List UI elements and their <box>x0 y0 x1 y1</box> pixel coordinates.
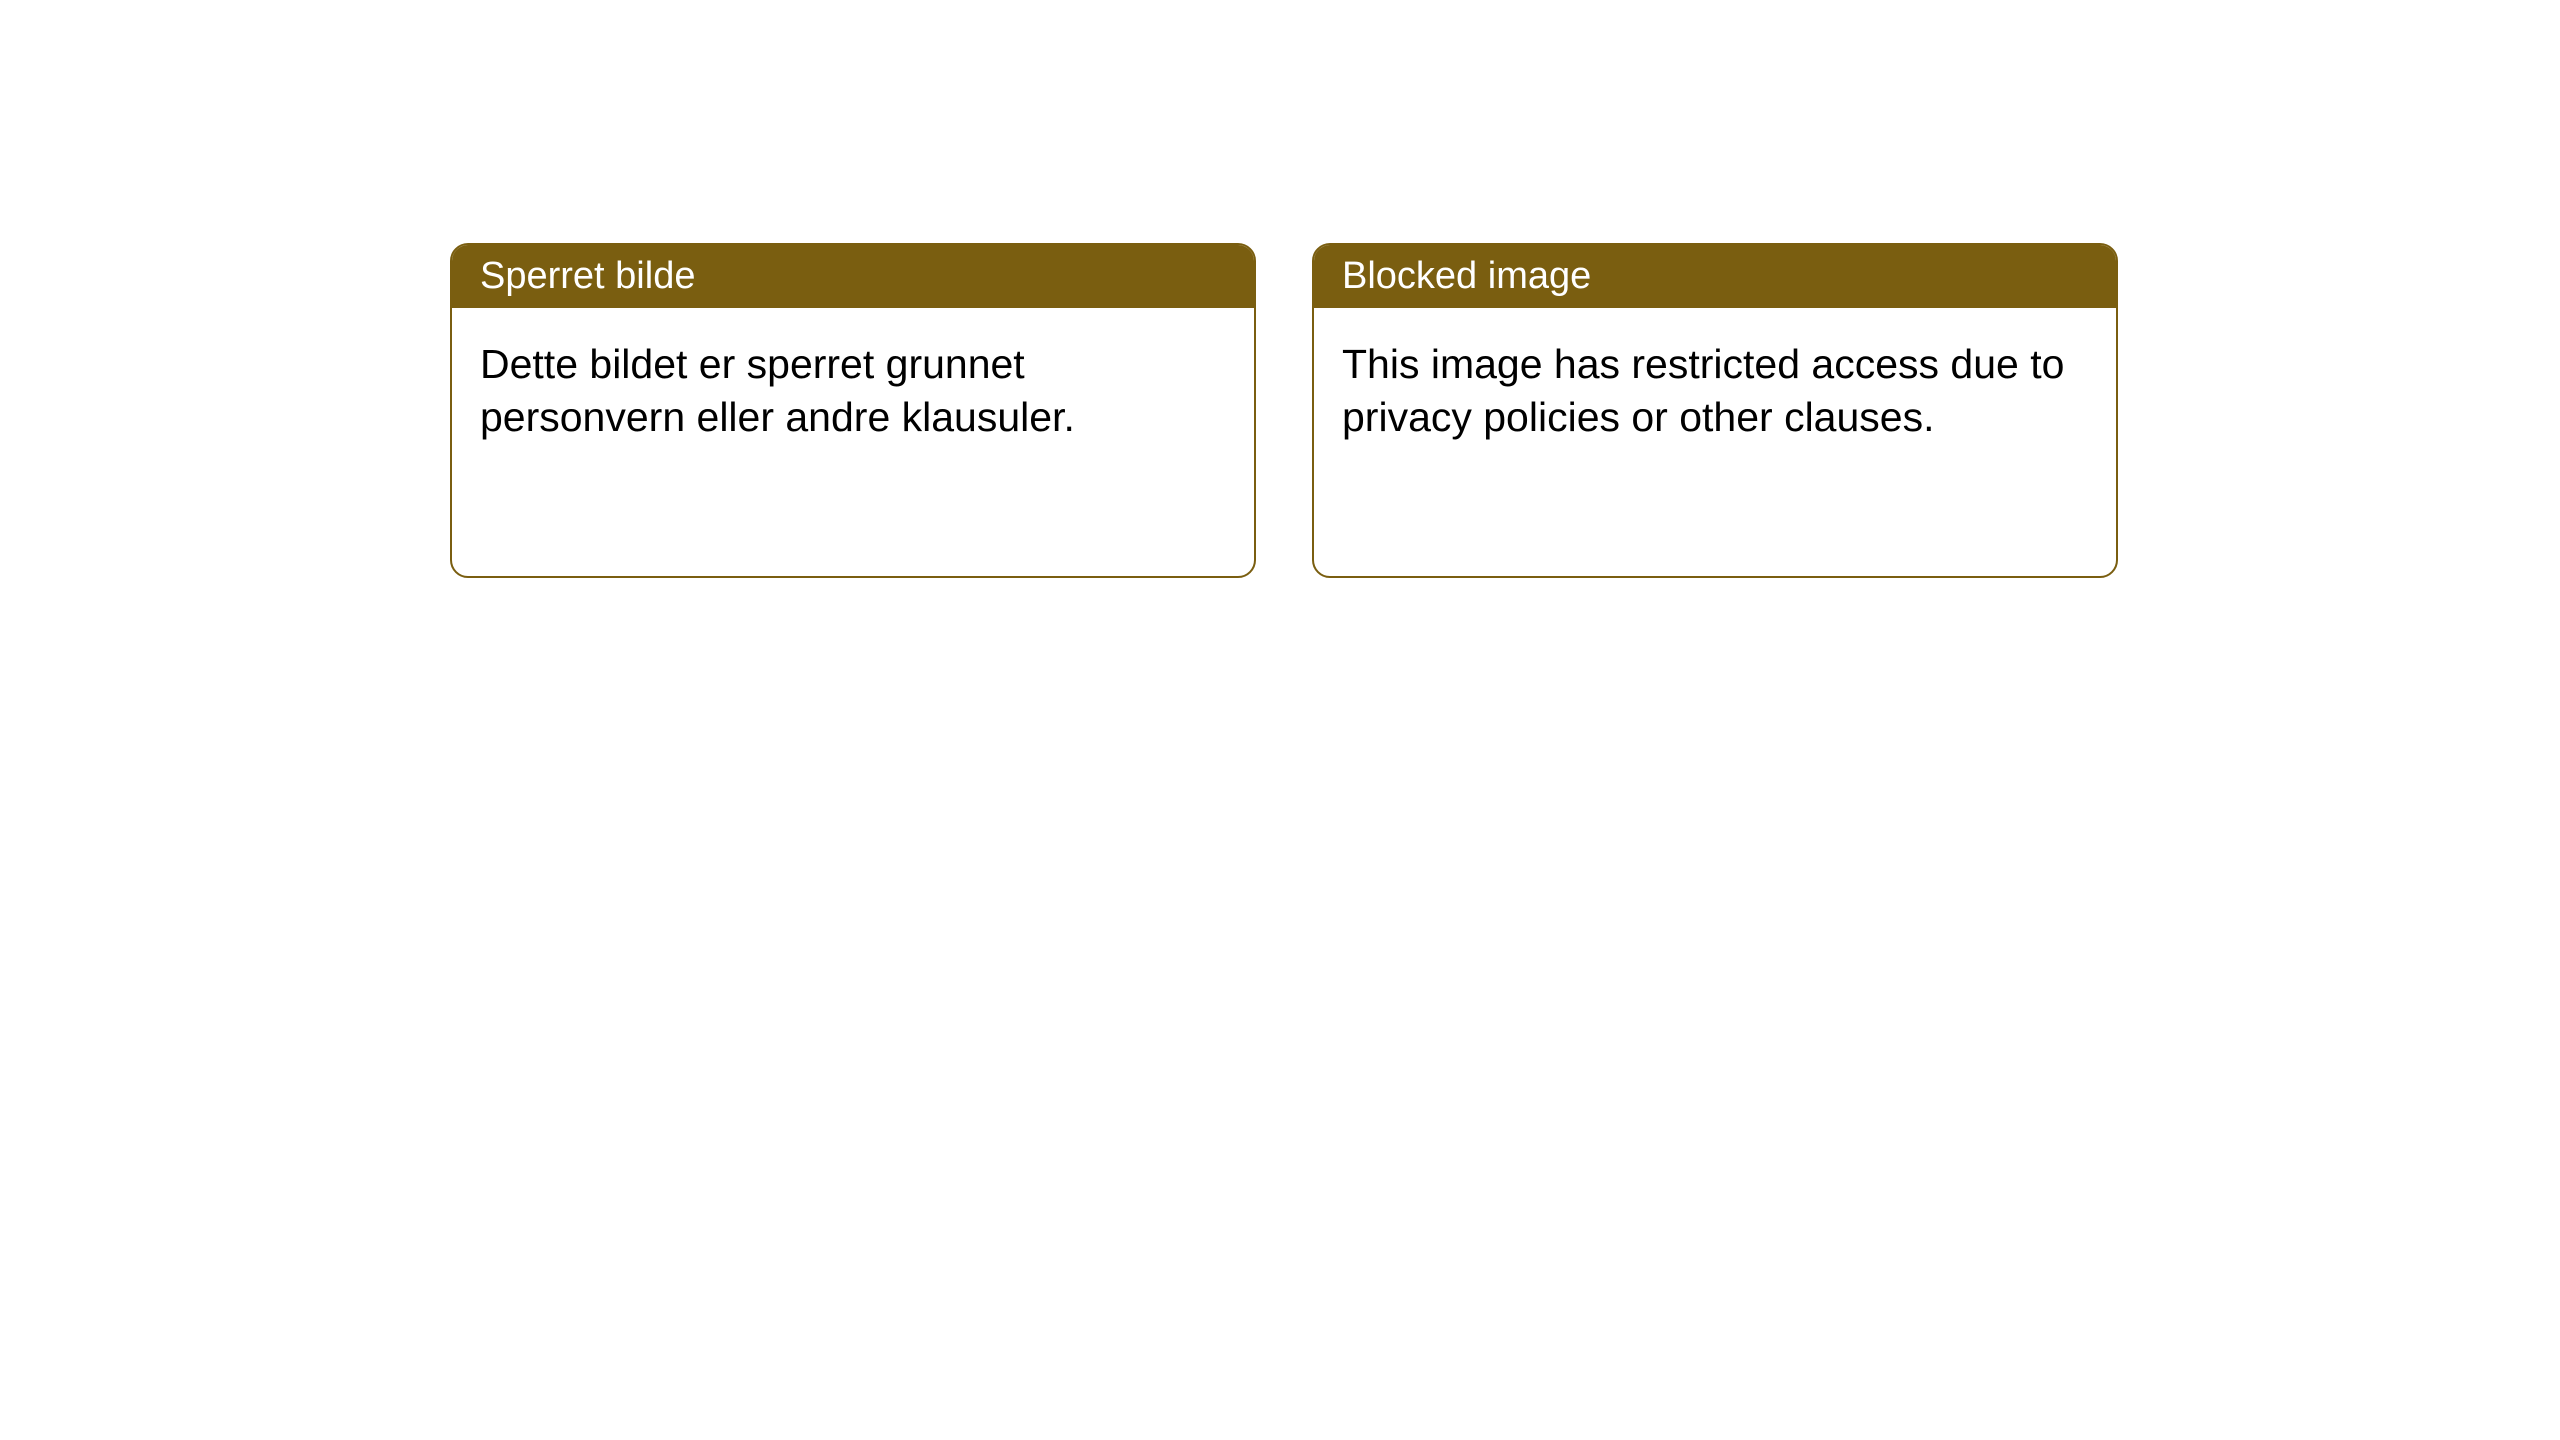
notice-card-norwegian: Sperret bilde Dette bildet er sperret gr… <box>450 243 1256 578</box>
notice-card-english: Blocked image This image has restricted … <box>1312 243 2118 578</box>
notice-cards-container: Sperret bilde Dette bildet er sperret gr… <box>450 243 2118 578</box>
card-title: Blocked image <box>1342 255 1591 297</box>
card-body-text: This image has restricted access due to … <box>1342 341 2064 440</box>
card-body: This image has restricted access due to … <box>1314 308 2116 475</box>
card-body-text: Dette bildet er sperret grunnet personve… <box>480 341 1075 440</box>
card-header: Blocked image <box>1314 245 2116 308</box>
card-body: Dette bildet er sperret grunnet personve… <box>452 308 1254 475</box>
card-header: Sperret bilde <box>452 245 1254 308</box>
card-title: Sperret bilde <box>480 255 695 297</box>
